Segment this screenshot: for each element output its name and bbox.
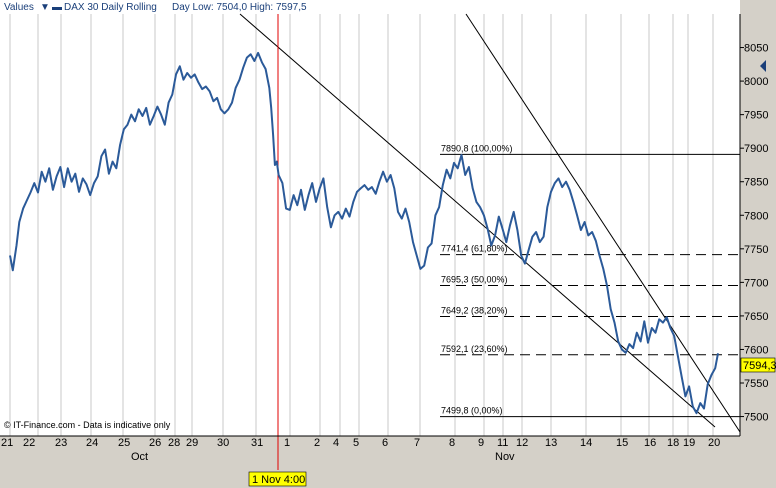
- x-tick-label: 4: [333, 437, 339, 449]
- fib-level-label: 7741,4 (61,80%): [441, 244, 508, 254]
- x-tick-label: 9: [478, 437, 484, 449]
- x-tick-label: 28: [168, 437, 180, 449]
- y-tick-label: 7700: [744, 277, 768, 289]
- x-tick-label: 22: [23, 437, 35, 449]
- x-tick-label: 11: [497, 437, 508, 449]
- fib-level-label: 7649,2 (38,20%): [441, 305, 508, 315]
- month-label: Oct: [131, 451, 148, 463]
- watermark-text: © IT-Finance.com - Data is indicative on…: [4, 420, 171, 430]
- month-label: Nov: [495, 451, 515, 463]
- legend-bar: [0, 0, 740, 14]
- y-tick-label: 8000: [744, 76, 768, 88]
- y-tick-label: 8050: [744, 43, 768, 55]
- highlight-date-text: 1 Nov 4:00: [252, 474, 305, 486]
- x-tick-label: 23: [55, 437, 67, 449]
- x-tick-label: 2: [314, 437, 320, 449]
- y-tick-label: 7850: [744, 177, 768, 189]
- x-tick-label: 20: [708, 437, 720, 449]
- trend-line[interactable]: [465, 13, 741, 433]
- y-tick-label: 7800: [744, 210, 768, 222]
- x-tick-label: 7: [414, 437, 420, 449]
- y-tick-label: 7750: [744, 244, 768, 256]
- highlight-date-badge[interactable]: 1 Nov 4:00: [248, 471, 307, 487]
- x-tick-label: 16: [644, 437, 656, 449]
- fib-level-label: 7499,8 (0,00%): [441, 406, 503, 416]
- plot-area: [0, 14, 740, 436]
- x-tick-label: 14: [580, 437, 592, 449]
- y-tick-label: 7650: [744, 311, 768, 323]
- last-price-badge: 7594,3: [740, 357, 776, 373]
- x-tick-label: 1: [284, 437, 290, 449]
- x-tick-label: 5: [353, 437, 359, 449]
- price-series-line: [9, 51, 719, 415]
- y-tick-label: 7500: [744, 412, 768, 424]
- y-tick-label: 7900: [744, 143, 768, 155]
- last-price-text: 7594,3: [743, 360, 776, 372]
- legend-dropdown-icon[interactable]: ▼: [40, 2, 50, 13]
- x-tick-label: 13: [545, 437, 557, 449]
- legend-series-swatch: ▬: [52, 2, 62, 13]
- x-tick-label: 8: [449, 437, 455, 449]
- fib-level-label: 7695,3 (50,00%): [441, 275, 508, 285]
- legend-range-label: Day Low: 7504,0 High: 7597,5: [172, 2, 307, 13]
- fib-level-label: 7890,8 (100,00%): [441, 143, 513, 153]
- x-tick-label: 31: [251, 437, 263, 449]
- x-tick-label: 6: [382, 437, 388, 449]
- x-tick-label: 18: [667, 437, 679, 449]
- legend-series-label: DAX 30 Daily Rolling: [64, 2, 157, 13]
- y-tick-label: 7600: [744, 344, 768, 356]
- x-tick-label: 12: [516, 437, 528, 449]
- x-tick-label: 29: [186, 437, 198, 449]
- fib-level-label: 7592,1 (23,60%): [441, 344, 508, 354]
- x-tick-label: 19: [683, 437, 695, 449]
- x-tick-label: 26: [149, 437, 161, 449]
- x-tick-label: 24: [86, 437, 98, 449]
- y-tick-label: 7550: [744, 378, 768, 390]
- y-tick-label: 7950: [744, 110, 768, 122]
- scroll-right-arrow-icon[interactable]: [760, 60, 766, 72]
- x-tick-label: 21: [1, 437, 13, 449]
- x-tick-label: 15: [616, 437, 628, 449]
- trend-line[interactable]: [239, 13, 716, 428]
- x-tick-label: 30: [217, 437, 229, 449]
- x-tick-label: 25: [118, 437, 130, 449]
- legend-values-label: Values: [4, 2, 34, 13]
